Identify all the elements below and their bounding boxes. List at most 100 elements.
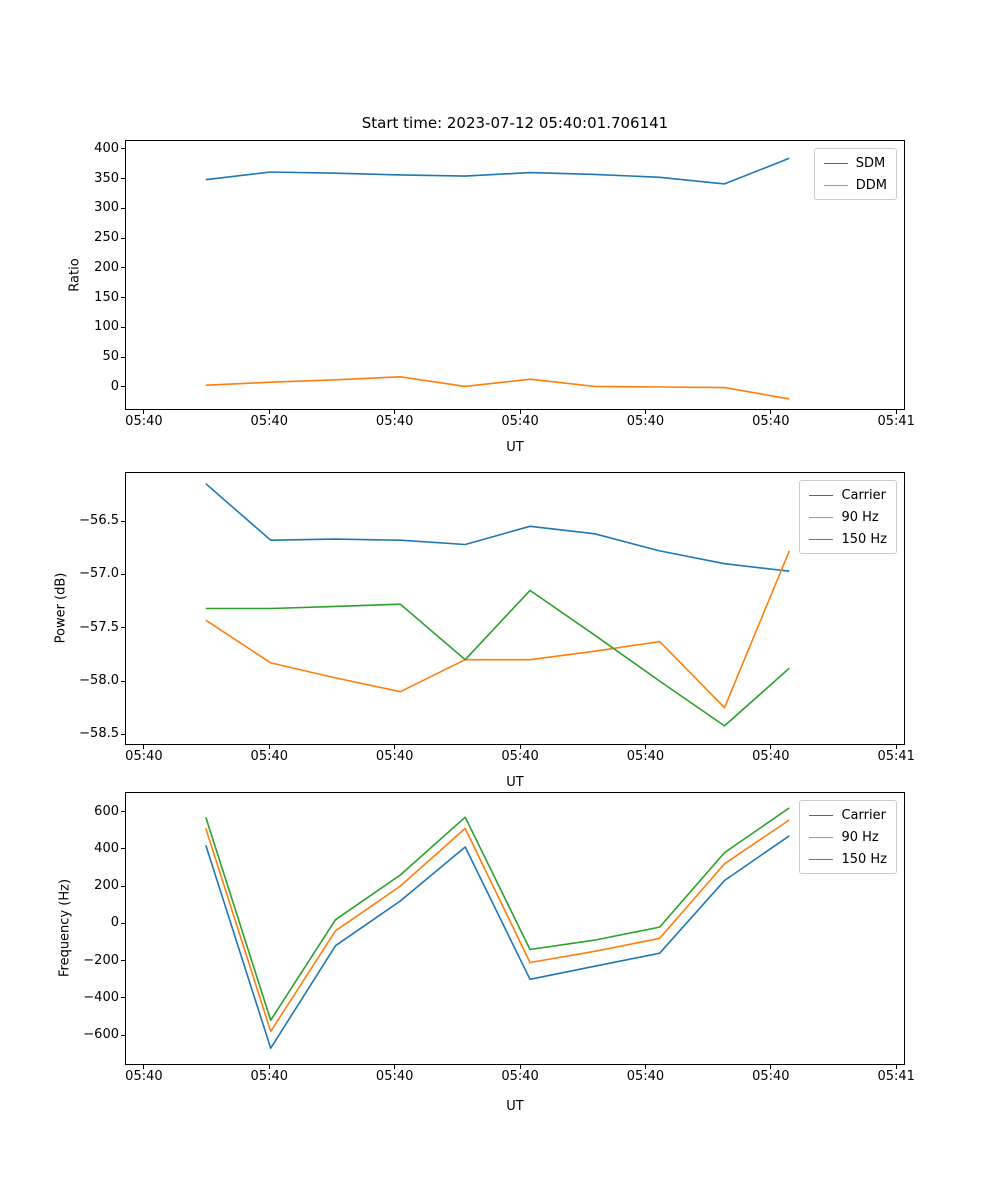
x-tick-mark: [895, 410, 897, 414]
x-tick-mark: [644, 410, 646, 414]
legend-line-sample-icon: [823, 162, 848, 164]
y-tick-label: 300: [94, 200, 119, 216]
legend-item: 150 Hz: [809, 850, 887, 868]
series-line-150-hz: [205, 807, 790, 1021]
x-tick-mark: [895, 745, 897, 749]
x-tick-label: 05:40: [752, 414, 790, 429]
y-tick-label: −200: [83, 952, 119, 968]
y-tick-label: 250: [94, 230, 119, 246]
y-tick-mark: [121, 885, 125, 887]
y-tick-mark: [121, 960, 125, 962]
x-axis-label-ratio: UT: [506, 440, 524, 455]
x-tick-mark: [519, 1065, 521, 1069]
series-line-90-hz: [205, 819, 790, 1033]
x-tick-mark: [770, 410, 772, 414]
x-tick-label: 05:40: [375, 1069, 414, 1084]
legend-line-sample-icon: [809, 516, 834, 518]
y-tick-label: 400: [94, 140, 119, 156]
x-tick-mark: [268, 745, 270, 749]
plot-area: [205, 483, 791, 727]
x-tick-label: 05:40: [375, 414, 414, 429]
x-tick-label: 05:40: [501, 1069, 539, 1084]
x-tick-label: 05:40: [501, 414, 539, 429]
x-tick-label: 05:40: [125, 414, 163, 429]
legend-label: Carrier: [841, 487, 886, 503]
plot-area: [205, 157, 790, 400]
y-tick-label: 0: [110, 915, 119, 931]
y-tick-mark: [121, 326, 125, 328]
legend-item: Carrier: [809, 806, 887, 824]
y-tick-mark: [121, 922, 125, 924]
y-tick-label: −400: [83, 989, 119, 1005]
x-tick-mark: [519, 410, 521, 414]
legend-line-sample-icon: [809, 814, 834, 816]
chart-power: 05:40 05:40 05:40 05:40 05:40 05:40 05:41 −58.5…: [79, 472, 915, 764]
x-tick-label: 05:40: [752, 1069, 790, 1084]
x-tick-mark: [770, 1065, 772, 1069]
legend-label: SDM: [855, 155, 886, 171]
x-tick-label: 05:41: [877, 749, 915, 764]
y-tick-mark: [121, 297, 125, 299]
y-tick-label: 200: [94, 878, 119, 894]
y-tick-mark: [121, 520, 125, 522]
series-line-ddm: [205, 376, 790, 400]
legend-label: 150 Hz: [841, 531, 887, 547]
y-axis-label-power: Power (dB): [53, 572, 69, 644]
x-tick-mark: [143, 410, 145, 414]
x-tick-mark: [268, 1065, 270, 1069]
y-tick-mark: [121, 733, 125, 735]
x-tick-label: 05:40: [626, 1069, 665, 1084]
y-tick-label: −57.0: [79, 566, 119, 582]
legend-line-sample-icon: [809, 494, 834, 496]
legend-label: 90 Hz: [841, 509, 879, 525]
y-axis-label-frequency: Frequency (Hz): [57, 878, 73, 978]
legend-line-sample-icon: [823, 184, 848, 186]
x-tick-label: 05:40: [250, 1069, 289, 1084]
x-tick-label: 05:40: [626, 414, 665, 429]
legend-line-sample-icon: [809, 538, 834, 540]
y-tick-mark: [121, 573, 125, 575]
legend-line-sample-icon: [809, 836, 834, 838]
y-tick-label: −600: [83, 1027, 119, 1043]
y-tick-mark: [121, 148, 125, 150]
y-tick-mark: [121, 267, 125, 269]
x-tick-mark: [394, 410, 396, 414]
y-tick-mark: [121, 1034, 125, 1036]
series-line-sdm: [205, 157, 790, 185]
plot-area: [205, 807, 790, 1049]
y-tick-label: −57.5: [79, 619, 119, 635]
legend-item: 90 Hz: [809, 508, 887, 526]
y-tick-mark: [121, 627, 125, 629]
chart-ratio: 05:40 05:40 05:40 05:40 05:40 05:40 05:41 0 50 10…: [94, 140, 915, 429]
y-tick-mark: [121, 680, 125, 682]
x-tick-label: 05:41: [877, 414, 915, 429]
x-tick-label: 05:40: [125, 749, 163, 764]
y-tick-label: 200: [94, 259, 119, 275]
legend: Carrier 90 Hz 150 Hz: [799, 480, 897, 554]
legend: Carrier 90 Hz 150 Hz: [799, 800, 897, 874]
x-tick-label: 05:40: [250, 749, 289, 764]
x-tick-mark: [644, 1065, 646, 1069]
y-tick-label: 400: [94, 840, 119, 856]
series-line-carrier: [205, 483, 790, 572]
y-tick-label: −58.5: [79, 726, 119, 742]
y-tick-label: −56.5: [79, 513, 119, 528]
series-line-150-hz: [205, 589, 790, 727]
x-tick-label: 05:40: [752, 749, 790, 764]
legend-line-sample-icon: [809, 858, 834, 860]
legend-label: 150 Hz: [841, 851, 887, 867]
y-tick-mark: [121, 178, 125, 180]
y-tick-mark: [121, 997, 125, 999]
x-tick-mark: [644, 745, 646, 749]
y-tick-label: 100: [94, 319, 119, 335]
legend-label: DDM: [855, 177, 887, 193]
y-tick-label: 50: [102, 349, 119, 365]
y-tick-mark: [121, 207, 125, 209]
x-tick-label: 05:41: [877, 1069, 915, 1084]
y-axis-label-ratio: Ratio: [67, 258, 83, 292]
x-axis-label-power: UT: [506, 775, 524, 790]
x-tick-mark: [394, 745, 396, 749]
legend-item: Carrier: [809, 486, 887, 504]
y-tick-label: 600: [94, 803, 119, 819]
